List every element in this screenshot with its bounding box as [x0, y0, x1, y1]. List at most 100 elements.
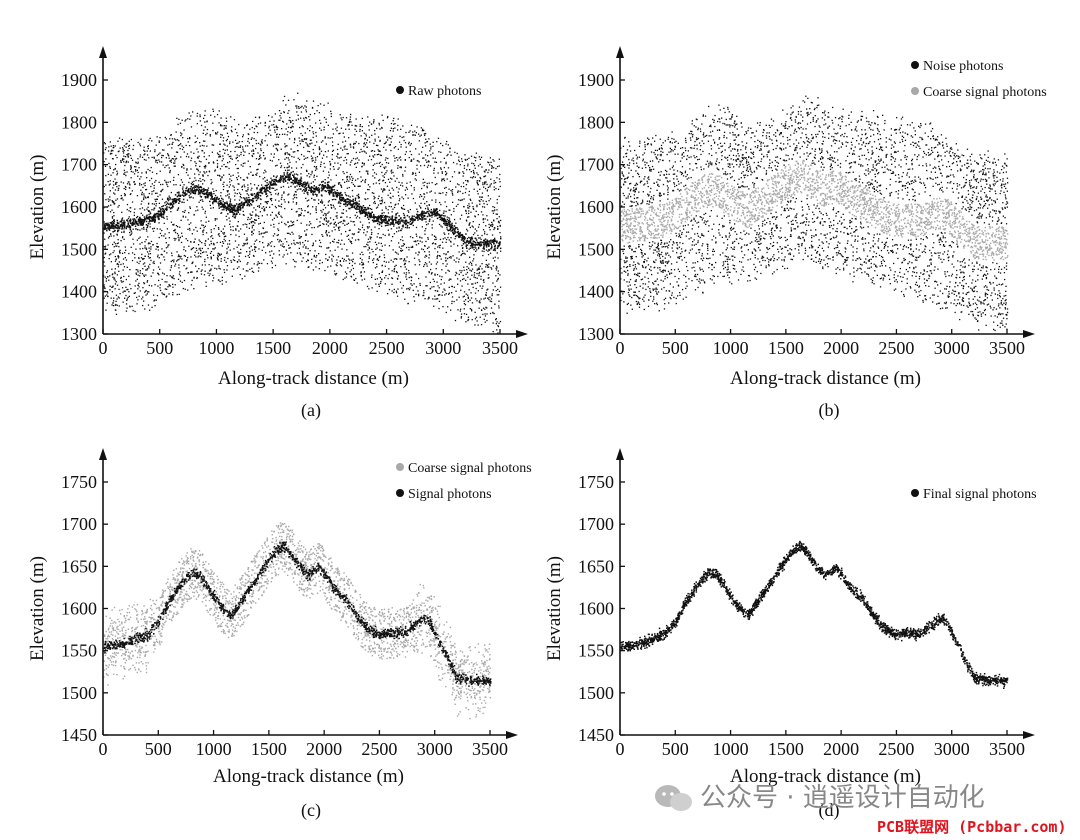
photon-point — [210, 256, 212, 258]
photon-point — [393, 147, 395, 149]
photon-point — [159, 232, 162, 235]
photon-point — [367, 261, 370, 263]
photon-point — [469, 299, 471, 301]
photon-point — [383, 189, 385, 191]
photon-point — [451, 189, 454, 191]
photon-point — [445, 173, 447, 176]
photon-point — [396, 231, 398, 233]
photon-point — [144, 185, 146, 187]
photon-point — [385, 206, 387, 208]
photon-point — [132, 171, 134, 173]
photon-point — [300, 106, 302, 109]
photon-point — [485, 266, 487, 268]
photon-point — [388, 288, 391, 291]
photon-point — [451, 302, 453, 305]
photon-point — [283, 111, 285, 113]
photon-point — [298, 247, 300, 249]
photon-point — [311, 245, 314, 247]
photon-point — [418, 264, 421, 266]
photon-point — [324, 207, 327, 209]
photon-point — [220, 253, 222, 255]
photon-point — [229, 181, 231, 183]
photon-point — [129, 218, 132, 220]
photon-point — [161, 149, 164, 151]
photon-point — [384, 283, 386, 285]
photon-point — [325, 218, 327, 220]
photon-point — [333, 223, 335, 225]
photon-point — [210, 231, 212, 233]
photon-point — [216, 241, 218, 244]
photon-point — [369, 208, 371, 210]
photon-point — [183, 201, 185, 204]
photon-point — [351, 189, 354, 192]
photon-point — [137, 228, 139, 231]
photon-point — [161, 154, 163, 157]
photon-point — [123, 275, 125, 278]
photon-point — [365, 178, 367, 181]
photon-point — [303, 192, 305, 194]
photon-point — [314, 157, 317, 159]
photon-point — [273, 120, 275, 122]
photon-point — [445, 260, 447, 262]
photon-point — [434, 183, 437, 186]
photon-point — [289, 116, 291, 119]
photon-point — [302, 126, 304, 128]
photon-point — [240, 248, 242, 251]
photon-point — [135, 248, 137, 250]
photon-point — [371, 287, 373, 289]
photon-point — [163, 217, 165, 219]
photon-point — [369, 238, 372, 240]
photon-point — [186, 186, 188, 188]
photon-point — [161, 207, 164, 210]
photon-point — [279, 239, 281, 241]
photon-point — [373, 198, 375, 200]
photon-point — [496, 218, 498, 220]
photon-point — [143, 209, 146, 211]
photon-point — [287, 169, 289, 171]
photon-point — [474, 245, 476, 247]
photon-point — [122, 148, 124, 150]
photon-point — [345, 159, 348, 161]
photon-point — [464, 158, 466, 161]
photon-point — [365, 198, 367, 201]
photon-point — [198, 160, 201, 162]
photon-point — [423, 133, 426, 135]
photon-point — [266, 201, 268, 203]
photon-point — [264, 169, 266, 171]
photon-point — [486, 189, 489, 191]
photon-point — [436, 141, 438, 143]
photon-point — [148, 213, 150, 216]
photon-point — [291, 208, 293, 210]
photon-point — [339, 182, 341, 184]
photon-point — [109, 141, 111, 143]
photon-point — [350, 269, 352, 271]
photon-point — [147, 236, 149, 238]
photon-point — [319, 148, 321, 150]
photon-point — [256, 126, 258, 128]
photon-point — [466, 169, 468, 171]
photon-point — [224, 144, 226, 146]
photon-point — [230, 203, 233, 205]
photon-point — [346, 176, 348, 178]
photon-point — [177, 255, 179, 258]
photon-point — [202, 179, 204, 181]
photon-point — [151, 140, 153, 142]
photon-point — [387, 212, 390, 214]
photon-point — [255, 219, 257, 221]
photon-point — [379, 161, 381, 164]
photon-point — [390, 170, 392, 172]
photon-point — [298, 188, 300, 190]
photon-point — [364, 181, 366, 184]
photon-point — [116, 181, 118, 184]
photon-point — [118, 297, 120, 299]
photon-point — [109, 199, 111, 201]
photon-point — [280, 165, 283, 167]
photon-point — [496, 329, 498, 331]
photon-point — [238, 259, 240, 261]
photon-point — [358, 228, 360, 230]
photon-point — [416, 208, 418, 210]
photon-point — [417, 290, 419, 292]
photon-point — [190, 157, 193, 159]
photon-point — [228, 217, 230, 219]
photon-point — [286, 253, 289, 255]
